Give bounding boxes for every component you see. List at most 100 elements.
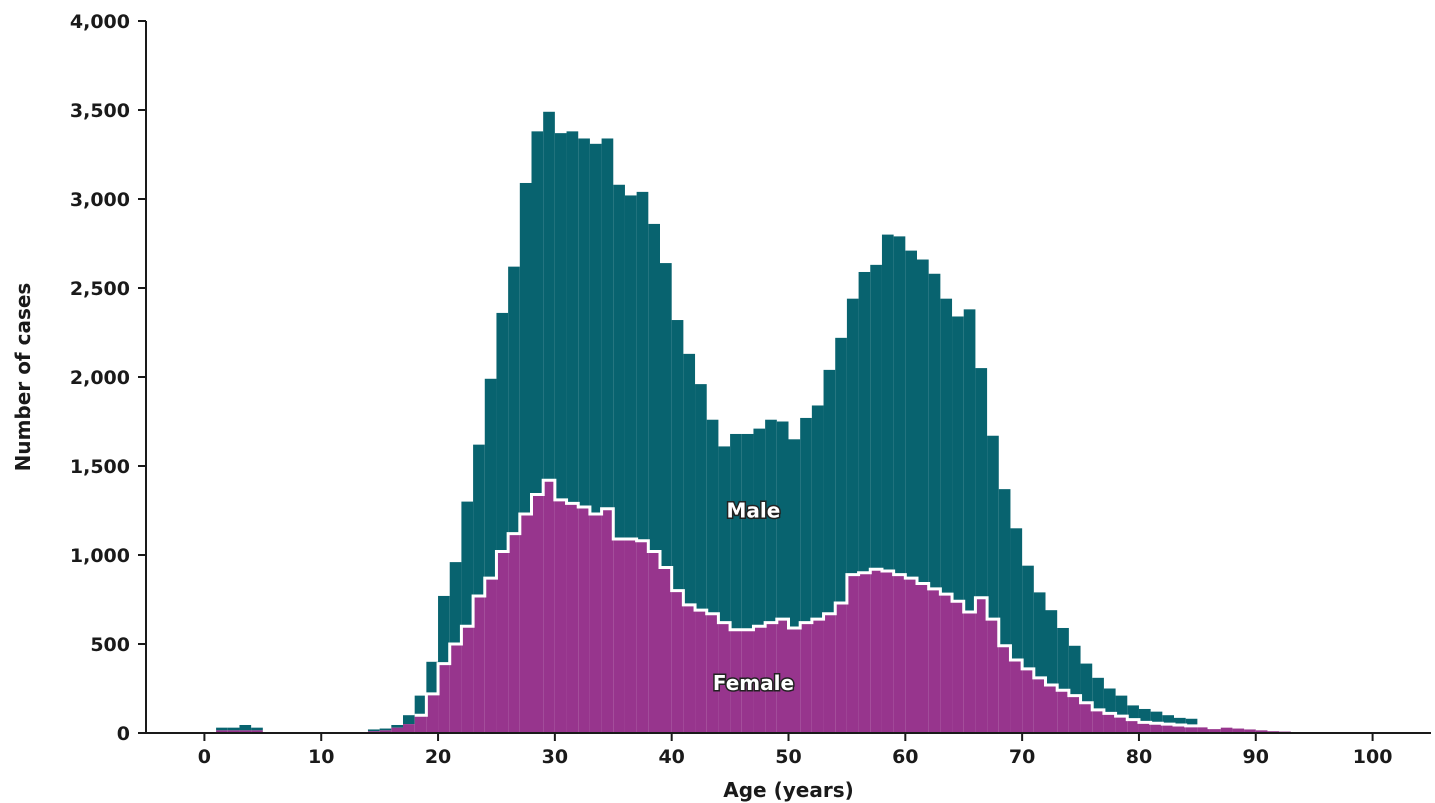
male-bar <box>461 501 474 627</box>
male-bar <box>473 444 485 596</box>
male-bar <box>952 316 964 602</box>
male-bar <box>519 182 532 515</box>
male-bar <box>683 353 696 605</box>
male-bar <box>216 727 228 731</box>
male-bar <box>613 184 625 539</box>
male-bar <box>391 724 403 728</box>
male-bar <box>1022 565 1034 669</box>
x-tick-label: 60 <box>892 746 918 768</box>
male-bar <box>1010 528 1023 661</box>
y-ticks: 0 500 1,000 1,500 2,000 2,500 3,000 3,500 4,000 <box>70 11 146 745</box>
male-bar <box>846 298 859 575</box>
male-bar <box>648 223 660 552</box>
male-bar <box>928 273 941 589</box>
male-bar <box>624 195 637 539</box>
x-tick-label: 0 <box>198 746 211 768</box>
female-bar <box>975 597 988 733</box>
male-bars <box>216 111 1198 732</box>
female-series-label: Female <box>713 671 794 695</box>
female-bar <box>776 619 789 733</box>
female-bar <box>461 626 474 733</box>
female-bar <box>1138 722 1151 733</box>
female-bar <box>1197 725 1210 733</box>
male-bar <box>1162 715 1174 725</box>
female-bar <box>227 730 240 733</box>
female-bar <box>800 622 812 733</box>
male-bar <box>1068 645 1081 696</box>
male-bar <box>753 428 766 627</box>
female-bar <box>1010 660 1023 733</box>
female-bar <box>403 724 415 733</box>
y-tick-label: 3,500 <box>70 100 130 122</box>
male-bar <box>1103 688 1116 714</box>
male-bar <box>1127 705 1139 720</box>
female-bar <box>1150 723 1163 733</box>
female-bar <box>730 629 742 733</box>
male-bar <box>1115 695 1128 717</box>
male-bar <box>1138 708 1151 723</box>
female-bar <box>695 610 707 733</box>
female-bar <box>554 499 567 733</box>
male-bar <box>1150 711 1163 724</box>
male-bar <box>239 724 252 731</box>
male-bar <box>601 138 614 509</box>
female-bar <box>963 611 976 733</box>
x-tick-label: 20 <box>425 746 451 768</box>
male-bar <box>706 419 719 614</box>
x-tick-label: 80 <box>1126 746 1152 768</box>
female-bar <box>624 538 637 733</box>
x-tick-label: 70 <box>1009 746 1035 768</box>
female-bar <box>1232 728 1245 733</box>
x-tick-label: 30 <box>542 746 568 768</box>
female-bar <box>543 480 555 733</box>
female-bar <box>660 567 672 733</box>
female-bars <box>216 480 1291 733</box>
female-bar <box>1068 695 1081 733</box>
male-bar <box>636 191 649 541</box>
female-bar <box>846 574 859 733</box>
female-bar <box>940 594 953 733</box>
x-axis-title: Age (years) <box>723 778 853 802</box>
female-bar <box>952 601 964 733</box>
y-tick-label: 3,000 <box>70 189 130 211</box>
male-bar <box>800 417 812 623</box>
male-bar <box>531 131 544 495</box>
female-bar <box>683 604 696 733</box>
male-bar <box>660 263 672 568</box>
female-bar <box>1092 709 1104 733</box>
male-bar <box>1033 592 1046 678</box>
male-bar <box>1057 627 1069 691</box>
male-bar <box>578 138 590 507</box>
male-bar <box>496 312 509 552</box>
female-bar <box>589 514 602 733</box>
female-bar <box>811 619 824 733</box>
male-bar <box>438 595 450 664</box>
x-ticks: 0 10 20 30 40 50 60 70 80 90 100 <box>198 733 1392 768</box>
female-bar <box>987 619 999 733</box>
female-bar <box>216 730 228 733</box>
male-bar <box>940 298 953 595</box>
female-bar <box>788 627 801 733</box>
male-bar <box>367 729 380 732</box>
male-bar <box>998 489 1011 646</box>
male-bar <box>963 309 976 612</box>
y-tick-label: 500 <box>90 634 130 656</box>
female-bar <box>648 551 660 733</box>
female-bar <box>391 727 403 733</box>
female-bar <box>1103 713 1116 733</box>
male-bar <box>695 384 707 611</box>
male-bar <box>893 236 906 575</box>
male-bar <box>718 446 731 623</box>
male-bar <box>1174 717 1186 725</box>
male-bar <box>403 715 415 725</box>
female-bar <box>601 508 614 733</box>
male-bar <box>379 728 392 731</box>
male-bar <box>881 234 894 572</box>
male-bar <box>987 435 999 620</box>
male-bar <box>917 259 929 584</box>
male-bar <box>835 337 847 604</box>
female-bar <box>508 533 520 733</box>
female-bar <box>858 572 871 733</box>
male-bar <box>251 727 263 731</box>
axes: 05001,0001,5002,0002,5003,0003,5004,000 … <box>70 11 1431 768</box>
